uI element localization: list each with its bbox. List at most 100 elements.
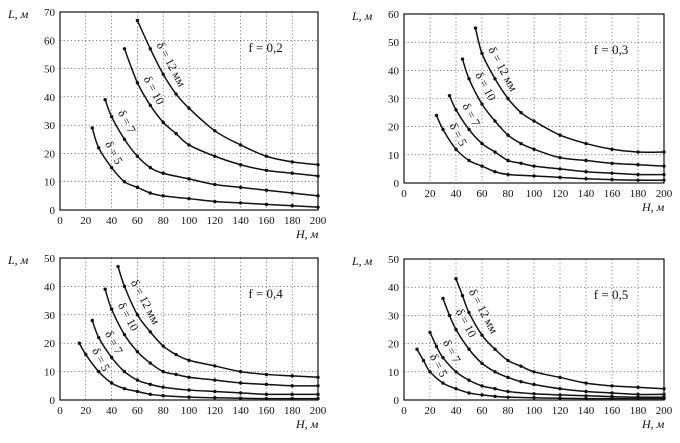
curve-label: δ = 7 [459,101,483,129]
data-point [558,387,562,391]
data-point [493,347,497,351]
data-point [109,307,114,311]
data-point [238,391,243,395]
data-point [135,81,140,85]
x-tick-label: 180 [284,405,301,417]
data-point [316,174,320,178]
data-point [454,327,458,332]
plot-frame [403,13,665,184]
x-tick-label: 60 [132,405,144,417]
data-point [290,374,294,378]
y-tick-label: 60 [44,35,56,47]
y-tick-label: 0 [50,395,56,407]
data-point [467,77,471,81]
y-tick-label: 40 [388,65,400,77]
data-point [506,375,510,380]
x-tick-label: 160 [604,188,621,200]
data-point [290,171,294,175]
y-tick-label: 30 [44,310,56,322]
data-point [103,287,107,291]
data-point [467,378,471,382]
x-tick-label: 200 [310,405,327,417]
plot-frame [59,257,319,401]
y-tick-label: 40 [388,282,400,294]
data-point [316,375,320,379]
data-point [480,361,484,366]
data-point [213,154,217,158]
chart-panel-bottom-left: 0 20 40 60 80 100 120 140 160 180 200 0 10 20 30 40 50 L,… [7,253,327,431]
data-point [454,387,458,391]
data-point [480,141,484,146]
data-point [122,332,127,337]
data-point [84,352,88,357]
data-point [519,379,523,384]
x-tick-label: 160 [258,405,275,417]
data-point [610,384,614,388]
data-point [148,47,152,51]
data-point [493,77,497,81]
y-tick-label: 10 [44,177,56,189]
x-tick-label: 160 [258,215,275,227]
series-line [91,127,319,208]
chart-panel-top-right: 0 20 40 60 80 100 120 140 160 180 200 0 10 20 30 40 50 60… [351,9,673,214]
x-tick-label: 0 [57,405,63,417]
data-point [135,378,140,382]
data-point [109,355,114,360]
data-point [135,313,140,317]
data-point [148,392,152,397]
data-point [532,119,536,123]
data-point [610,177,614,182]
data-point [532,382,536,387]
data-point [161,385,165,389]
data-point [610,391,614,395]
data-point [584,389,588,394]
data-point [519,110,523,115]
data-point [213,199,217,204]
data-point [316,396,320,401]
data-point [238,369,243,374]
x-tick-label: 40 [106,215,118,227]
data-point [148,191,152,195]
data-point [558,175,562,180]
data-point [480,384,484,388]
data-point [532,147,536,151]
y-tick-label: 50 [388,37,400,49]
data-point [316,194,320,198]
x-axis-label: H, м [295,227,319,241]
y-tick-label: 20 [44,148,56,160]
data-point [636,392,640,397]
data-point [290,204,294,208]
data-point [480,333,484,337]
data-point [316,384,320,388]
data-point [187,388,191,392]
data-point [532,370,536,374]
data-point [135,18,140,23]
data-point [97,335,101,340]
data-point [290,191,294,195]
data-point [187,375,191,379]
data-point [122,137,127,141]
data-point [584,141,588,146]
data-point [161,171,165,175]
y-tick-label: 50 [44,64,56,76]
series-0: δ = 12 мм [454,277,666,391]
x-tick-label: 160 [604,405,621,417]
data-point [506,389,510,394]
data-point [161,72,165,76]
data-point [135,185,140,190]
data-point [584,396,588,401]
x-tick-label: 80 [503,405,515,417]
y-tick-label: 0 [50,205,56,217]
curve-label: δ = 10 [472,70,499,103]
data-point [213,182,217,187]
data-point [662,150,666,154]
data-point [135,389,140,394]
data-point [473,26,478,30]
data-point [97,146,101,150]
data-point [610,171,614,175]
curve-label: δ = 5 [446,120,470,148]
y-tick-label: 10 [388,367,400,379]
data-point [122,180,127,184]
data-point [662,178,666,182]
x-tick-label: 40 [106,405,118,417]
